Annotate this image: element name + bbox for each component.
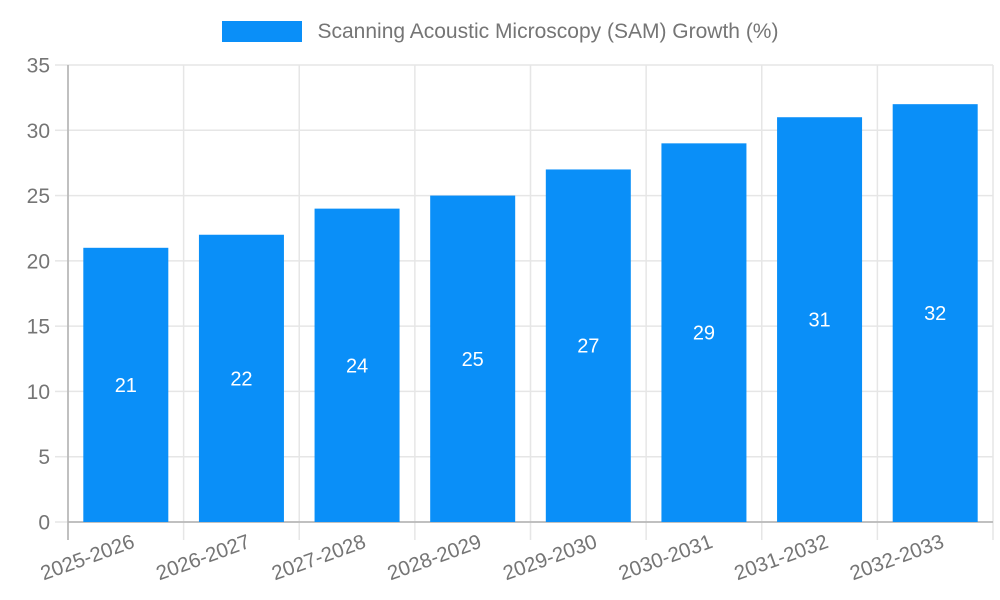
bar-value-label: 25: [462, 349, 484, 371]
x-tick-label: 2030-2031: [616, 530, 716, 585]
bar-2029-2030[interactable]: [545, 169, 631, 522]
bar-value-label: 31: [808, 310, 830, 332]
y-tick-label: 25: [27, 185, 50, 208]
y-tick-label: 20: [27, 250, 50, 273]
x-tick-label: 2027-2028: [269, 530, 369, 585]
bar-2031-2032[interactable]: [777, 117, 863, 522]
bar-value-label: 22: [230, 368, 252, 390]
y-tick-label: 35: [27, 55, 50, 78]
bar-value-label: 29: [693, 323, 715, 345]
bar-2025-2026[interactable]: [83, 247, 169, 523]
legend[interactable]: Scanning Acoustic Microscopy (SAM) Growt…: [0, 21, 1000, 42]
bar-value-label: 32: [924, 303, 946, 325]
y-tick-label: 30: [27, 120, 50, 143]
y-tick-label: 15: [27, 316, 50, 339]
x-tick-label: 2025-2026: [38, 530, 138, 585]
bar-2030-2031[interactable]: [661, 143, 747, 523]
x-tick-label: 2031-2032: [731, 530, 831, 585]
y-tick-label: 5: [38, 446, 50, 469]
x-tick-label: 2028-2029: [384, 530, 484, 585]
bar-value-label: 27: [577, 336, 599, 358]
bar-2026-2027[interactable]: [198, 234, 284, 522]
bar-2027-2028[interactable]: [314, 208, 400, 522]
legend-label: Scanning Acoustic Microscopy (SAM) Growt…: [317, 20, 779, 43]
x-tick-label: 2029-2030: [500, 530, 600, 585]
x-tick-label: 2032-2033: [847, 530, 947, 585]
bar-2032-2033[interactable]: [892, 104, 978, 523]
bar-2028-2029[interactable]: [430, 195, 516, 523]
x-tick-label: 2026-2027: [153, 530, 253, 585]
y-tick-label: 0: [38, 512, 50, 535]
bar-value-label: 24: [346, 355, 368, 377]
bar-value-label: 21: [115, 375, 137, 397]
y-tick-label: 10: [27, 381, 50, 404]
legend-swatch: [221, 21, 302, 42]
